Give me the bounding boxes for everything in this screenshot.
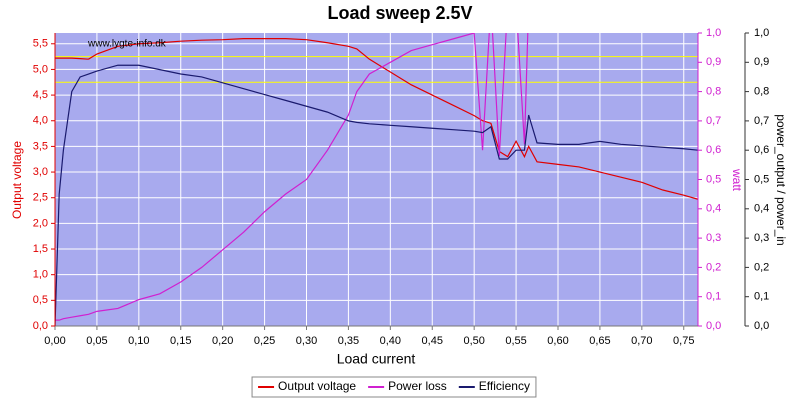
y-tick-label: 4,0 [33,115,48,127]
series-line [55,64,698,326]
y-tick-label: 0,0 [33,320,48,332]
y2-tick-label: 0,5 [706,173,721,185]
y2-tick-label: 0,1 [706,291,721,303]
x-tick-label: 0,55 [505,335,526,347]
legend-label: Efficiency [479,379,530,393]
legend-label: Output voltage [278,379,356,393]
y-tick-label: 5,5 [33,38,48,50]
y2-tick-label: 1,0 [706,27,721,39]
y2-axis-label: watt [730,168,744,192]
x-tick-label: 0,30 [296,335,317,347]
y3-tick-label: 0,8 [754,86,769,98]
x-tick-label: 0,50 [463,335,484,347]
series-line [55,33,529,321]
chart-title: Load sweep 2.5V [327,3,472,23]
y3-tick-label: 0,1 [754,291,769,303]
x-tick-label: 0,15 [170,335,191,347]
x-tick-label: 0,20 [212,335,233,347]
y2-tick-label: 0,8 [706,86,721,98]
y-tick-label: 1,0 [33,269,48,281]
legend-label: Power loss [388,379,447,393]
y-tick-label: 5,0 [33,63,48,75]
y-tick-label: 3,0 [33,166,48,178]
watermark: www.lygte-info.dk [87,39,167,50]
x-tick-label: 0,40 [380,335,401,347]
y2-tick-label: 0,2 [706,261,721,273]
y2-tick-label: 0,9 [706,56,721,68]
y-axis-label: Output voltage [10,141,24,219]
x-tick-label: 0,70 [631,335,652,347]
legend: Output voltage Power loss Efficiency [251,376,537,398]
y3-tick-label: 0,6 [754,144,769,156]
x-tick-label: 0,05 [86,335,107,347]
y2-tick-label: 0,4 [706,203,721,215]
x-tick-label: 0,25 [254,335,275,347]
y3-tick-label: 1,0 [754,27,769,39]
series-line [55,38,698,200]
y-tick-label: 1,5 [33,243,48,255]
y2-tick-label: 0,3 [706,232,721,244]
x-tick-label: 0,60 [547,335,568,347]
y-tick-label: 3,5 [33,140,48,152]
y3-tick-label: 0,4 [754,203,769,215]
y-tick-label: 4,5 [33,89,48,101]
y3-tick-label: 0,9 [754,56,769,68]
y3-tick-label: 0,2 [754,261,769,273]
x-tick-label: 0,75 [673,335,694,347]
x-tick-label: 0,10 [128,335,149,347]
y3-axis-label: power_output / power_in [774,114,788,245]
y-tick-label: 0,5 [33,294,48,306]
y3-tick-label: 0,0 [754,320,769,332]
x-axis-label: Load current [337,351,416,367]
y3-tick-label: 0,3 [754,232,769,244]
y2-tick-label: 0,6 [706,144,721,156]
y-tick-label: 2,5 [33,192,48,204]
x-tick-label: 0,00 [44,335,65,347]
plot-area [55,33,698,326]
x-tick-label: 0,65 [589,335,610,347]
legend-box [251,376,537,398]
y3-tick-label: 0,7 [754,115,769,127]
y2-tick-label: 0,7 [706,115,721,127]
x-tick-label: 0,45 [422,335,443,347]
y-tick-label: 2,0 [33,217,48,229]
y2-tick-label: 0,0 [706,320,721,332]
x-tick-label: 0,35 [338,335,359,347]
y3-tick-label: 0,5 [754,173,769,185]
